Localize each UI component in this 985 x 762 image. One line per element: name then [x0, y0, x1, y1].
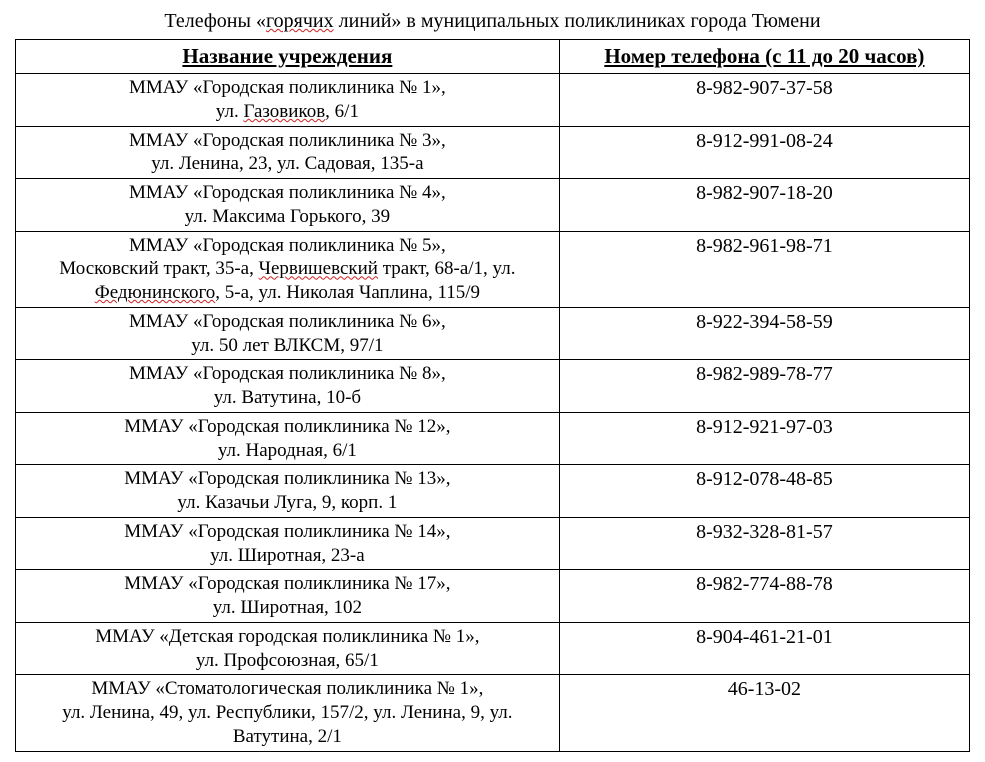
title-part-1: Телефоны « [164, 10, 266, 32]
institution-name: ММАУ «Городская поликлиника № 17», [22, 572, 553, 596]
table-row: ММАУ «Городская поликлиника № 13», ул. Ка… [16, 465, 970, 518]
text-segment: ММАУ «Городская поликлиника № 8», [129, 363, 446, 384]
cell-phone: 8-932-328-81-57 [559, 517, 969, 570]
text-segment: ул. Профсоюзная, 65/1 [196, 650, 379, 671]
text-segment: ул. Ватутина, 10-б [214, 387, 361, 408]
text-segment: Московский тракт, 35-а, [59, 258, 258, 279]
cell-phone: 8-982-907-18-20 [559, 179, 969, 232]
hotline-table: Название учреждения Номер телефона (с 11… [15, 39, 970, 752]
text-segment-wavy: Федюнинского [95, 282, 216, 303]
text-segment: ММАУ «Городская поликлиника № 14», [124, 521, 450, 542]
institution-name: ММАУ «Городская поликлиника № 4», [22, 181, 553, 205]
table-row: ММАУ «Городская поликлиника № 5»,Московс… [16, 231, 970, 307]
cell-phone: 8-982-774-88-78 [559, 570, 969, 623]
institution-address: ул. Широтная, 23-а [22, 544, 553, 568]
cell-phone: 8-982-989-78-77 [559, 360, 969, 413]
institution-name: ММАУ «Городская поликлиника № 6», [22, 310, 553, 334]
table-row: ММАУ «Городская поликлиника № 14», ул. Ши… [16, 517, 970, 570]
institution-name: ММАУ «Городская поликлиника № 3», [22, 129, 553, 153]
text-segment: ул. 50 лет ВЛКСМ, 97/1 [191, 335, 383, 356]
table-row: ММАУ «Городская поликлиника № 6», ул. 50 … [16, 307, 970, 360]
table-row: ММАУ «Городская поликлиника № 12», ул. На… [16, 412, 970, 465]
header-phone: Номер телефона (с 11 до 20 часов) [559, 40, 969, 74]
text-segment: ММАУ «Городская поликлиника № 17», [124, 573, 450, 594]
cell-institution: ММАУ «Городская поликлиника № 17», ул. Ши… [16, 570, 560, 623]
cell-phone: 8-912-078-48-85 [559, 465, 969, 518]
header-institution: Название учреждения [16, 40, 560, 74]
table-header-row: Название учреждения Номер телефона (с 11… [16, 40, 970, 74]
table-body: ММАУ «Городская поликлиника № 1»,ул. Газ… [16, 74, 970, 752]
text-segment: ул. Ленина, 23, ул. Садовая, 135-а [151, 153, 423, 174]
institution-address: ул. Ленина, 49, ул. Республики, 157/2, у… [22, 701, 553, 749]
text-segment: , 6/1 [325, 101, 359, 122]
title-part-2-wavy: горячих [266, 10, 334, 32]
cell-institution: ММАУ «Городская поликлиника № 6», ул. 50 … [16, 307, 560, 360]
table-row: ММАУ «Городская поликлиника № 1»,ул. Газ… [16, 74, 970, 127]
institution-name: ММАУ «Стоматологическая поликлиника № 1»… [22, 677, 553, 701]
institution-name: ММАУ «Городская поликлиника № 12», [22, 415, 553, 439]
cell-institution: ММАУ «Городская поликлиника № 5»,Московс… [16, 231, 560, 307]
institution-address: ул. Максима Горького, 39 [22, 205, 553, 229]
text-segment: ул. Широтная, 102 [213, 597, 362, 618]
cell-institution: ММАУ «Стоматологическая поликлиника № 1»… [16, 675, 560, 751]
cell-phone: 8-982-907-37-58 [559, 74, 969, 127]
text-segment: ул. Максима Горького, 39 [185, 206, 390, 227]
institution-address: ул. Ватутина, 10-б [22, 386, 553, 410]
table-row: ММАУ «Городская поликлиника № 8», ул. Ват… [16, 360, 970, 413]
institution-address: Московский тракт, 35-а, Червишевский тра… [22, 257, 553, 305]
text-segment: ММАУ «Городская поликлиника № 3», [129, 130, 446, 151]
cell-institution: ММАУ «Городская поликлиника № 13», ул. Ка… [16, 465, 560, 518]
cell-institution: ММАУ «Городская поликлиника № 3»,ул. Лен… [16, 126, 560, 179]
institution-address: ул. Казачьи Луга, 9, корп. 1 [22, 491, 553, 515]
text-segment-wavy: Червишевский [259, 258, 378, 279]
cell-phone: 8-912-991-08-24 [559, 126, 969, 179]
institution-address: ул. Широтная, 102 [22, 596, 553, 620]
cell-institution: ММАУ «Детская городская поликлиника № 1»… [16, 622, 560, 675]
title-part-3: линий» в муниципальных поликлиниках горо… [334, 10, 821, 32]
text-segment: , 5-а, ул. Николая Чаплина, 115/9 [215, 282, 480, 303]
table-row: ММАУ «Городская поликлиника № 4», ул. Мак… [16, 179, 970, 232]
text-segment: ММАУ «Городская поликлиника № 6», [129, 311, 446, 332]
cell-institution: ММАУ «Городская поликлиника № 12», ул. На… [16, 412, 560, 465]
institution-name: ММАУ «Городская поликлиника № 8», [22, 362, 553, 386]
cell-institution: ММАУ «Городская поликлиника № 1»,ул. Газ… [16, 74, 560, 127]
text-segment: ул. [216, 101, 244, 122]
institution-address: ул. Профсоюзная, 65/1 [22, 649, 553, 673]
institution-address: ул. Ленина, 23, ул. Садовая, 135-а [22, 152, 553, 176]
text-segment: ул. Народная, 6/1 [218, 440, 357, 461]
cell-phone: 8-922-394-58-59 [559, 307, 969, 360]
cell-phone: 46-13-02 [559, 675, 969, 751]
institution-address: ул. Газовиков, 6/1 [22, 100, 553, 124]
table-row: ММАУ «Стоматологическая поликлиника № 1»… [16, 675, 970, 751]
text-segment: ул. Широтная, 23-а [210, 545, 365, 566]
institution-name: ММАУ «Детская городская поликлиника № 1»… [22, 625, 553, 649]
cell-institution: ММАУ «Городская поликлиника № 14», ул. Ши… [16, 517, 560, 570]
document-title: Телефоны «горячих линий» в муниципальных… [15, 10, 970, 33]
text-segment: ММАУ «Детская городская поликлиника № 1»… [95, 626, 479, 647]
institution-address: ул. 50 лет ВЛКСМ, 97/1 [22, 334, 553, 358]
text-segment: тракт, 68-а/1, ул. [378, 258, 516, 279]
text-segment: ММАУ «Городская поликлиника № 5», [129, 235, 446, 256]
table-row: ММАУ «Городская поликлиника № 17», ул. Ши… [16, 570, 970, 623]
cell-phone: 8-904-461-21-01 [559, 622, 969, 675]
text-segment: ММАУ «Городская поликлиника № 12», [124, 416, 450, 437]
text-segment: ММАУ «Городская поликлиника № 1», [129, 77, 446, 98]
institution-name: ММАУ «Городская поликлиника № 1», [22, 76, 553, 100]
text-segment: ММАУ «Городская поликлиника № 13», [124, 468, 450, 489]
cell-phone: 8-912-921-97-03 [559, 412, 969, 465]
institution-name: ММАУ «Городская поликлиника № 14», [22, 520, 553, 544]
institution-address: ул. Народная, 6/1 [22, 439, 553, 463]
cell-institution: ММАУ «Городская поликлиника № 8», ул. Ват… [16, 360, 560, 413]
institution-name: ММАУ «Городская поликлиника № 5», [22, 234, 553, 258]
text-segment: ул. Ленина, 49, ул. Республики, 157/2, у… [62, 702, 512, 747]
text-segment-wavy: Газовиков [243, 101, 325, 122]
text-segment: ММАУ «Городская поликлиника № 4», [129, 182, 446, 203]
table-row: ММАУ «Городская поликлиника № 3»,ул. Лен… [16, 126, 970, 179]
institution-name: ММАУ «Городская поликлиника № 13», [22, 467, 553, 491]
text-segment: ул. Казачьи Луга, 9, корп. 1 [177, 492, 397, 513]
table-row: ММАУ «Детская городская поликлиника № 1»… [16, 622, 970, 675]
cell-institution: ММАУ «Городская поликлиника № 4», ул. Мак… [16, 179, 560, 232]
text-segment: ММАУ «Стоматологическая поликлиника № 1»… [91, 678, 483, 699]
cell-phone: 8-982-961-98-71 [559, 231, 969, 307]
